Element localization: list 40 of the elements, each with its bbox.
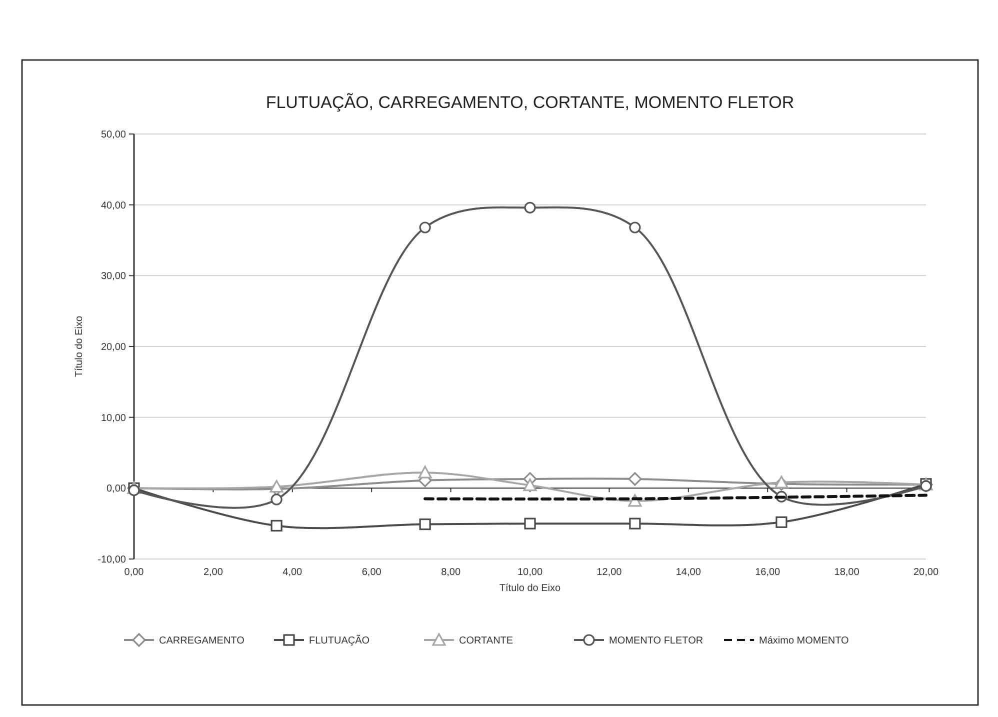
point xyxy=(629,518,641,530)
x-tick-label: 0,00 xyxy=(124,567,144,578)
chart-title: FLUTUAÇÃO, CARREGAMENTO, CORTANTE, MOMENTO FLETOR xyxy=(266,93,794,112)
point xyxy=(524,518,536,530)
x-tick-label: 14,00 xyxy=(676,567,702,578)
point xyxy=(628,472,642,486)
point xyxy=(270,520,282,532)
x-tick-label: 16,00 xyxy=(755,567,781,578)
y-tick-label: 50,00 xyxy=(100,130,126,140)
legend-label: CARREGAMENTO xyxy=(159,636,245,646)
point xyxy=(270,494,282,506)
legend-label: Máximo MOMENTO xyxy=(759,636,850,646)
y-tick-label: 10,00 xyxy=(100,412,126,424)
point xyxy=(524,202,536,214)
y-axis-title: Título do Eixo xyxy=(74,315,85,378)
y-tick-label: 0,00 xyxy=(106,484,126,495)
x-tick-label: 18,00 xyxy=(834,567,860,578)
x-tick-label: 12,00 xyxy=(596,567,622,578)
x-tick-label: 4,00 xyxy=(282,567,303,578)
point xyxy=(776,516,788,528)
point xyxy=(419,222,431,234)
legend-label: FLUTUAÇÃO xyxy=(309,634,370,646)
x-tick-label: 2,00 xyxy=(203,567,224,578)
x-tick-label: 10,00 xyxy=(517,567,543,578)
y-tick-label: 30,00 xyxy=(100,271,126,282)
x-axis-title: Título do Eixo xyxy=(499,583,562,594)
point xyxy=(419,518,431,530)
point xyxy=(128,484,140,496)
x-tick-label: 6,00 xyxy=(362,567,382,578)
y-tick-label: 40,00 xyxy=(100,200,126,212)
x-tick-label: 8,00 xyxy=(441,567,461,578)
x-tick-label: 20,00 xyxy=(913,567,939,578)
y-tick-label: 20,00 xyxy=(100,342,126,353)
y-tick-label: -10,00 xyxy=(98,554,126,566)
point xyxy=(774,476,788,488)
legend-label: MOMENTO FLETOR xyxy=(609,636,704,646)
point xyxy=(523,478,537,492)
point xyxy=(418,466,432,478)
point xyxy=(629,222,641,234)
legend-label: CORTANTE xyxy=(459,636,514,646)
